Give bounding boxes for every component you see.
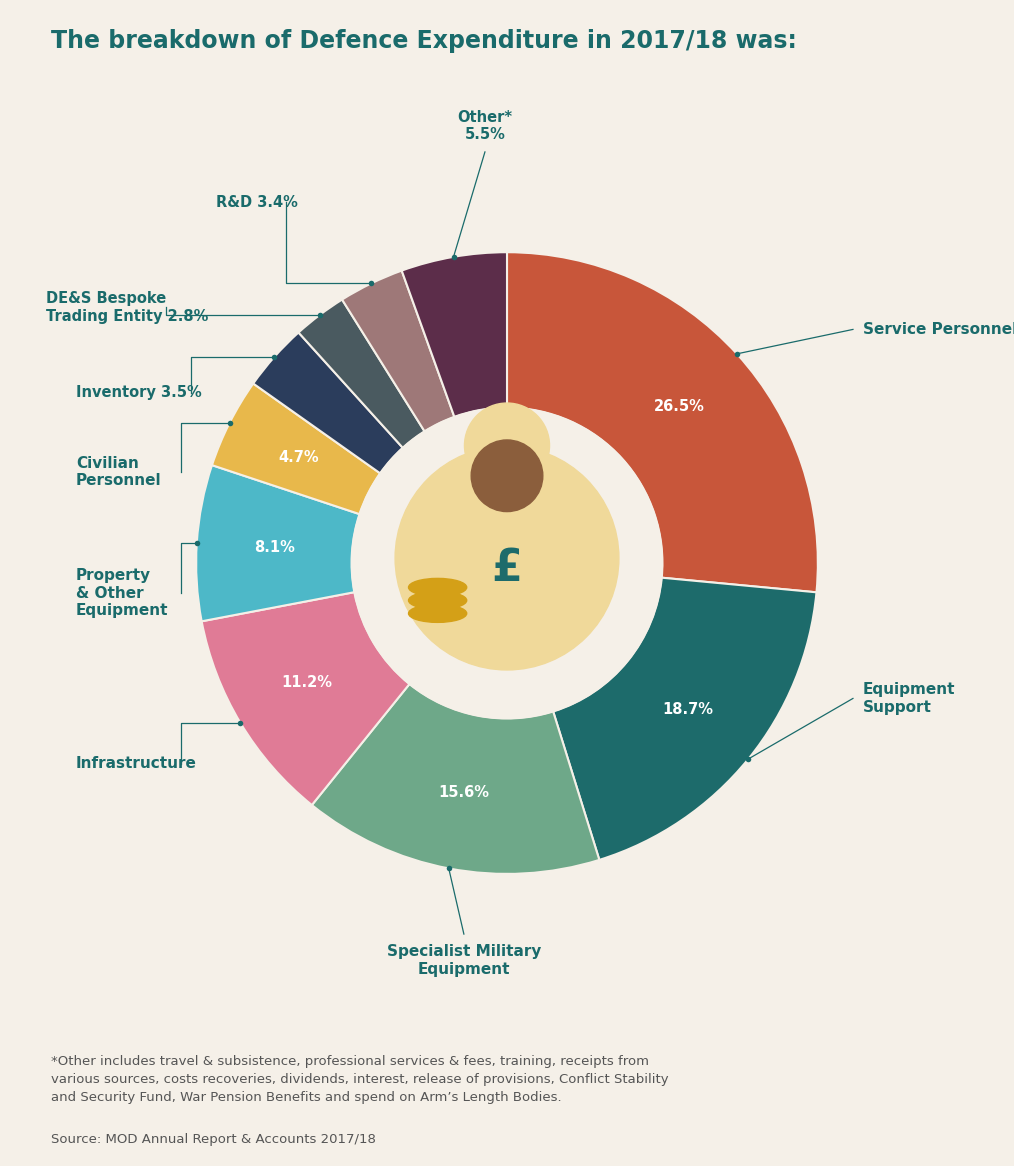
Text: The breakdown of Defence Expenditure in 2017/18 was:: The breakdown of Defence Expenditure in … bbox=[51, 29, 797, 54]
Wedge shape bbox=[402, 252, 507, 416]
Wedge shape bbox=[507, 252, 818, 592]
Text: Property
& Other
Equipment: Property & Other Equipment bbox=[76, 568, 168, 618]
Wedge shape bbox=[212, 384, 380, 514]
Circle shape bbox=[395, 447, 619, 670]
Text: Civilian
Personnel: Civilian Personnel bbox=[76, 456, 161, 489]
Text: Inventory 3.5%: Inventory 3.5% bbox=[76, 385, 202, 400]
Text: 4.7%: 4.7% bbox=[279, 450, 319, 465]
Text: 15.6%: 15.6% bbox=[438, 785, 489, 800]
Ellipse shape bbox=[409, 591, 466, 610]
Text: 26.5%: 26.5% bbox=[654, 399, 705, 414]
Circle shape bbox=[352, 408, 662, 718]
Text: R&D 3.4%: R&D 3.4% bbox=[216, 195, 298, 210]
Text: Service Personnel: Service Personnel bbox=[863, 322, 1014, 337]
Text: Infrastructure: Infrastructure bbox=[76, 756, 197, 771]
Wedge shape bbox=[554, 577, 816, 859]
Wedge shape bbox=[298, 300, 425, 448]
Ellipse shape bbox=[409, 604, 466, 623]
Text: Specialist Military
Equipment: Specialist Military Equipment bbox=[386, 944, 541, 976]
Text: £: £ bbox=[492, 547, 522, 590]
Wedge shape bbox=[254, 332, 403, 473]
Ellipse shape bbox=[409, 578, 466, 596]
Text: 11.2%: 11.2% bbox=[282, 675, 333, 690]
Text: 8.1%: 8.1% bbox=[254, 540, 295, 555]
Wedge shape bbox=[196, 465, 360, 621]
Circle shape bbox=[464, 403, 550, 489]
Text: Source: MOD Annual Report & Accounts 2017/18: Source: MOD Annual Report & Accounts 201… bbox=[51, 1133, 375, 1146]
Wedge shape bbox=[342, 271, 454, 431]
Wedge shape bbox=[312, 684, 599, 873]
Wedge shape bbox=[202, 592, 410, 805]
Text: Equipment
Support: Equipment Support bbox=[863, 682, 955, 715]
Circle shape bbox=[472, 440, 542, 512]
Text: 18.7%: 18.7% bbox=[662, 702, 714, 717]
Text: Other*
5.5%: Other* 5.5% bbox=[457, 110, 512, 142]
Text: *Other includes travel & subsistence, professional services & fees, training, re: *Other includes travel & subsistence, pr… bbox=[51, 1055, 668, 1104]
Text: DE&S Bespoke
Trading Entity 2.8%: DE&S Bespoke Trading Entity 2.8% bbox=[46, 292, 208, 323]
